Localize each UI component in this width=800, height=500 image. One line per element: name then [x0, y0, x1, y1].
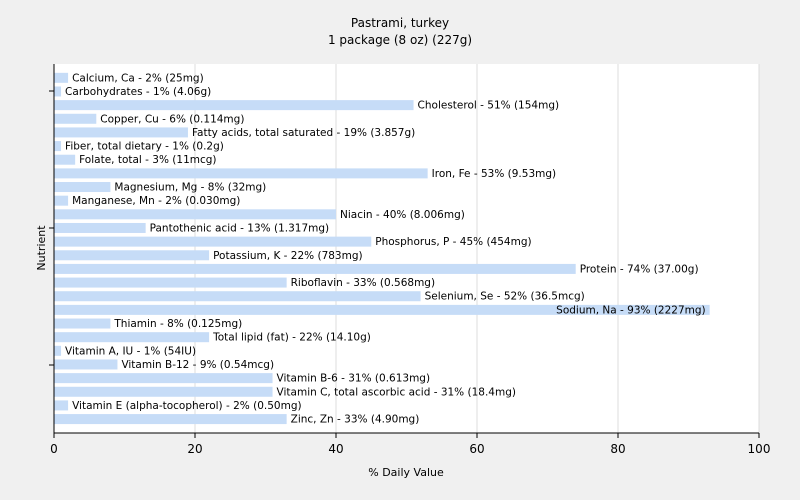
- bar: [54, 72, 69, 83]
- bar: [54, 100, 414, 111]
- chart-title: Pastrami, turkey: [351, 16, 449, 30]
- bar: [54, 195, 69, 206]
- bar: [54, 386, 273, 397]
- bar-label: Vitamin E (alpha-tocopherol) - 2% (0.50m…: [72, 400, 302, 412]
- x-tick-label: 40: [328, 442, 343, 456]
- bar: [54, 373, 273, 384]
- x-axis-label: % Daily Value: [368, 466, 444, 479]
- bar: [54, 141, 62, 152]
- bar-label: Cholesterol - 51% (154mg): [418, 100, 560, 112]
- chart-subtitle: 1 package (8 oz) (227g): [328, 33, 472, 47]
- plot-background: [54, 64, 759, 433]
- x-tick-label: 20: [187, 442, 202, 456]
- bars-group: [54, 72, 710, 425]
- bar-label: Thiamin - 8% (0.125mg): [113, 318, 242, 330]
- bar: [54, 304, 710, 315]
- bar: [54, 414, 287, 425]
- bar-label: Riboflavin - 33% (0.568mg): [291, 277, 435, 289]
- bar: [54, 250, 210, 261]
- bar-label: Magnesium, Mg - 8% (32mg): [114, 182, 266, 194]
- bar: [54, 154, 76, 165]
- bar-label: Niacin - 40% (8.006mg): [340, 209, 465, 221]
- bar-label: Pantothenic acid - 13% (1.317mg): [150, 222, 329, 234]
- bar-label: Sodium, Na - 93% (2227mg): [556, 304, 705, 316]
- bar: [54, 263, 576, 274]
- bar: [54, 345, 62, 356]
- bar-label: Total lipid (fat) - 22% (14.10g): [212, 332, 371, 344]
- bar-label: Copper, Cu - 6% (0.114mg): [100, 113, 244, 125]
- bar-label: Vitamin A, IU - 1% (54IU): [65, 345, 196, 357]
- bar-label: Potassium, K - 22% (783mg): [213, 250, 363, 262]
- bar-label: Zinc, Zn - 33% (4.90mg): [291, 414, 420, 426]
- grid-lines: [194, 64, 760, 433]
- bar: [54, 236, 372, 247]
- bar: [54, 318, 111, 329]
- bar: [54, 86, 62, 97]
- bar-label: Fiber, total dietary - 1% (0.2g): [65, 141, 224, 153]
- bar: [54, 400, 69, 411]
- bar-label: Carbohydrates - 1% (4.06g): [65, 86, 211, 98]
- bar-label: Vitamin B-12 - 9% (0.54mcg): [121, 359, 274, 371]
- bar-labels-group: Calcium, Ca - 2% (25mg) Carbohydrates - 1…: [65, 72, 706, 425]
- x-tick-label: 100: [748, 442, 771, 456]
- bar: [54, 113, 97, 124]
- bar-label: Vitamin C, total ascorbic acid - 31% (18…: [277, 386, 516, 398]
- bar: [54, 209, 336, 220]
- bar-label: Phosphorus, P - 45% (454mg): [375, 236, 531, 248]
- bar: [54, 168, 428, 179]
- bar-label: Folate, total - 3% (11mcg): [79, 154, 216, 166]
- bar-label: Calcium, Ca - 2% (25mg): [72, 72, 204, 84]
- bar: [54, 359, 118, 370]
- bar: [54, 182, 111, 193]
- bar: [54, 127, 188, 138]
- y-axis-label: Nutrient: [35, 225, 48, 271]
- x-tick-label: 60: [469, 442, 484, 456]
- bar-label: Selenium, Se - 52% (36.5mcg): [425, 291, 585, 303]
- bar-label: Vitamin B-6 - 31% (0.613mg): [277, 373, 431, 385]
- x-tick-label: 0: [50, 442, 58, 456]
- bar-label: Protein - 74% (37.00g): [580, 263, 699, 275]
- bar-label: Manganese, Mn - 2% (0.030mg): [72, 195, 240, 207]
- bar: [54, 277, 287, 288]
- axes-group: 0 20 40 60 80 100: [49, 64, 770, 456]
- x-tick-label: 80: [610, 442, 625, 456]
- bar: [54, 291, 421, 302]
- bar-label: Fatty acids, total saturated - 19% (3.85…: [192, 127, 415, 139]
- bar-label: Iron, Fe - 53% (9.53mg): [432, 168, 556, 180]
- bar: [54, 222, 146, 233]
- bar: [54, 332, 210, 343]
